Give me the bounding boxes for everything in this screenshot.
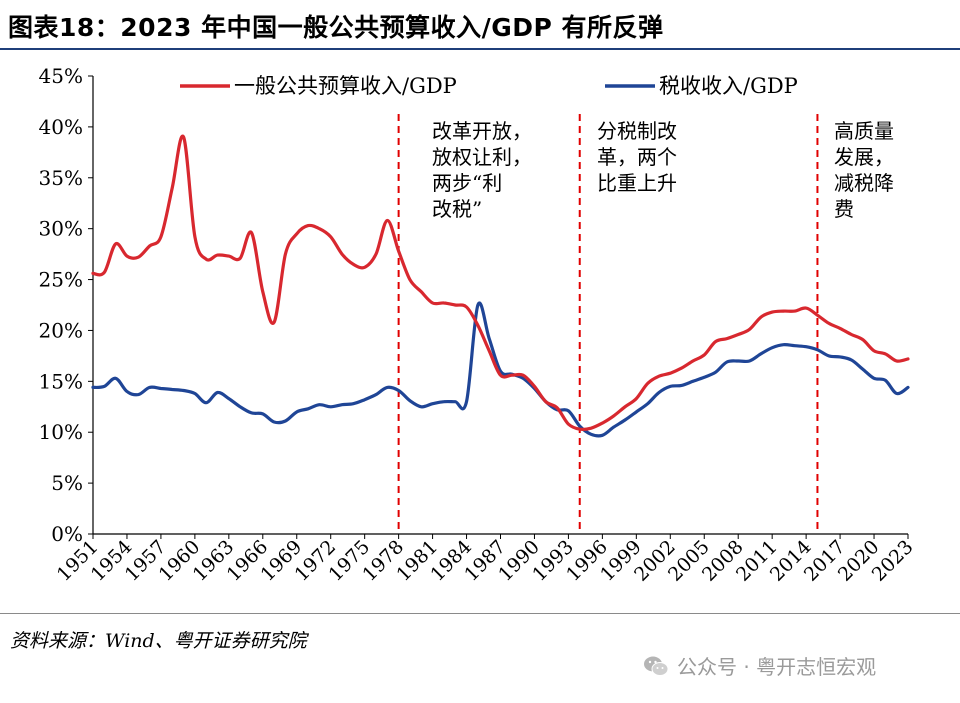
annotation-line: 放权让利， xyxy=(432,145,532,169)
y-tick-label: 35% xyxy=(39,166,83,190)
annotation-line: 革，两个 xyxy=(597,145,677,169)
annotation-line: 比重上升 xyxy=(597,171,677,195)
annotation-line: 改税” xyxy=(432,197,482,221)
label-layer: 一般公共预算收入/GDP 税收收入/GDP 改革开放，放权让利，两步“利改税” 分税制… xyxy=(180,74,894,221)
page-title: 图表18：2023 年中国一般公共预算收入/GDP 有所反弹 xyxy=(8,13,664,42)
legend-label: 税收收入/GDP xyxy=(659,74,798,98)
source-note: 资料来源：Wind、粤开证券研究院 xyxy=(10,630,307,652)
watermark-text: 公众号 · 粤开志恒宏观 xyxy=(677,655,877,679)
y-tick-label: 30% xyxy=(39,217,83,241)
y-tick-label: 40% xyxy=(39,115,83,139)
y-tick-label: 10% xyxy=(39,420,83,444)
y-tick-label: 5% xyxy=(51,471,83,495)
annotation-line: 高质量 xyxy=(834,119,894,143)
annotation-line: 改革开放， xyxy=(432,119,532,143)
y-tick-label: 25% xyxy=(39,268,83,292)
y-tick-label: 0% xyxy=(51,522,83,546)
series-line-budget-revenue xyxy=(91,134,910,432)
y-tick-label: 15% xyxy=(39,369,83,393)
annotation-line: 分税制改 xyxy=(597,119,677,143)
annotation-line: 两步“利 xyxy=(432,171,502,195)
series-line-tax-revenue xyxy=(91,301,910,438)
divider-layer xyxy=(397,114,819,534)
annotation-line: 减税降 xyxy=(834,171,894,195)
y-tick-label: 45% xyxy=(39,64,83,88)
watermark: 公众号 · 粤开志恒宏观 xyxy=(643,651,876,680)
annotation-line: 费 xyxy=(834,197,854,221)
title-underline xyxy=(0,48,960,50)
legend-label: 一般公共预算收入/GDP xyxy=(234,74,457,98)
wechat-icon xyxy=(644,656,669,676)
revenue-gdp-chart: 0%5%10%15%20%25%30%35%40%45%195119541957… xyxy=(39,64,918,586)
annotation-line: 发展， xyxy=(834,145,894,169)
footer-rule xyxy=(0,613,960,614)
series-layer xyxy=(91,134,910,438)
y-tick-label: 20% xyxy=(39,318,83,342)
